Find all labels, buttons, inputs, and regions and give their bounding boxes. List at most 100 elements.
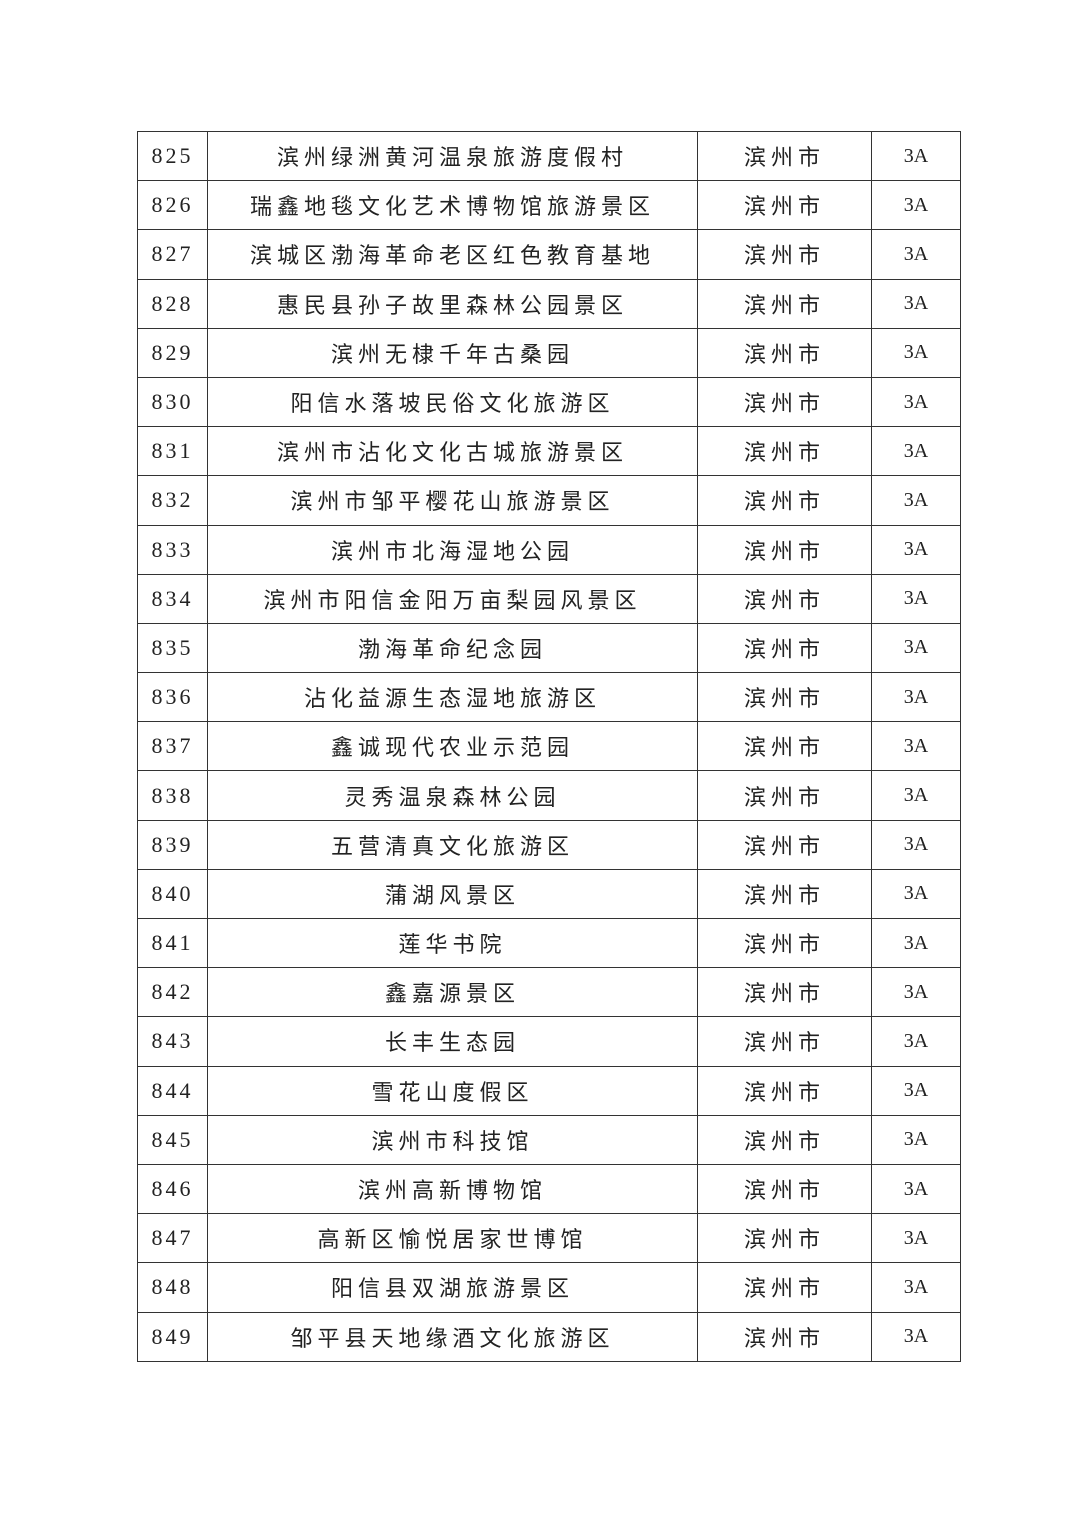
grade-level: 3A (871, 278, 961, 329)
table-row: 836 沾化益源生态湿地旅游区 滨州市 3A (137, 672, 961, 723)
table-row: 846 滨州高新博物馆 滨州市 3A (137, 1163, 961, 1215)
grade-level: 3A (871, 426, 961, 477)
row-number: 830 (137, 376, 208, 428)
table-row: 840 蒲湖风景区 滨州市 3A (137, 868, 961, 920)
table-row: 825 滨州绿洲黄河温泉旅游度假村 滨州市 3A (137, 130, 961, 182)
grade-level: 3A (871, 1114, 961, 1165)
grade-level: 3A (871, 376, 961, 428)
row-number: 833 (137, 524, 208, 575)
row-number: 848 (137, 1262, 208, 1313)
grade-level: 3A (871, 770, 961, 821)
row-number: 849 (137, 1311, 208, 1362)
city-name: 滨州市 (697, 1213, 872, 1264)
table-row: 834 滨州市阳信金阳万亩梨园风景区 滨州市 3A (137, 573, 961, 624)
scenic-area-name: 莲华书院 (207, 917, 698, 969)
row-number: 834 (137, 573, 208, 624)
grade-level: 3A (871, 1163, 961, 1215)
row-number: 828 (137, 278, 208, 329)
city-name: 滨州市 (697, 229, 872, 280)
row-number: 839 (137, 819, 208, 870)
scenic-area-name: 鑫嘉源景区 (207, 967, 698, 1018)
table-row: 831 滨州市沾化文化古城旅游景区 滨州市 3A (137, 426, 961, 477)
row-number: 845 (137, 1114, 208, 1165)
scenic-area-name: 雪花山度假区 (207, 1065, 698, 1116)
grade-level: 3A (871, 967, 961, 1018)
scenic-area-name: 阳信水落坡民俗文化旅游区 (207, 376, 698, 428)
grade-level: 3A (871, 180, 961, 231)
city-name: 滨州市 (697, 426, 872, 477)
city-name: 滨州市 (697, 376, 872, 428)
grade-level: 3A (871, 475, 961, 526)
city-name: 滨州市 (697, 475, 872, 526)
grade-level: 3A (871, 130, 961, 182)
row-number: 841 (137, 917, 208, 969)
city-name: 滨州市 (697, 1065, 872, 1116)
row-number: 825 (137, 130, 208, 182)
scenic-area-name: 滨州市北海湿地公园 (207, 524, 698, 575)
row-number: 829 (137, 327, 208, 378)
city-name: 滨州市 (697, 1262, 872, 1313)
scenic-area-name: 长丰生态园 (207, 1016, 698, 1067)
city-name: 滨州市 (697, 819, 872, 870)
table-row: 837 鑫诚现代农业示范园 滨州市 3A (137, 721, 961, 772)
row-number: 836 (137, 672, 208, 723)
grade-level: 3A (871, 1065, 961, 1116)
scenic-area-name: 滨州市科技馆 (207, 1114, 698, 1165)
scenic-area-name: 滨州无棣千年古桑园 (207, 327, 698, 378)
scenic-area-name: 五营清真文化旅游区 (207, 819, 698, 870)
row-number: 840 (137, 868, 208, 920)
scenic-area-name: 高新区愉悦居家世博馆 (207, 1213, 698, 1264)
city-name: 滨州市 (697, 573, 872, 624)
table-row: 826 瑞鑫地毯文化艺术博物馆旅游景区 滨州市 3A (137, 180, 961, 231)
scenic-area-name: 惠民县孙子故里森林公园景区 (207, 278, 698, 329)
scenic-area-name: 灵秀温泉森林公园 (207, 770, 698, 821)
row-number: 838 (137, 770, 208, 821)
table-row: 828 惠民县孙子故里森林公园景区 滨州市 3A (137, 278, 961, 329)
table-row: 844 雪花山度假区 滨州市 3A (137, 1065, 961, 1116)
grade-level: 3A (871, 1262, 961, 1313)
scenic-area-name: 渤海革命纪念园 (207, 622, 698, 674)
row-number: 832 (137, 475, 208, 526)
table-row: 845 滨州市科技馆 滨州市 3A (137, 1114, 961, 1165)
scenic-area-name: 滨州市阳信金阳万亩梨园风景区 (207, 573, 698, 624)
city-name: 滨州市 (697, 524, 872, 575)
grade-level: 3A (871, 327, 961, 378)
table-row: 848 阳信县双湖旅游景区 滨州市 3A (137, 1262, 961, 1313)
scenic-area-name: 滨州高新博物馆 (207, 1163, 698, 1215)
scenic-area-name: 蒲湖风景区 (207, 868, 698, 920)
scenic-area-name: 鑫诚现代农业示范园 (207, 721, 698, 772)
scenic-area-name: 滨州市邹平樱花山旅游景区 (207, 475, 698, 526)
grade-level: 3A (871, 524, 961, 575)
table-row: 832 滨州市邹平樱花山旅游景区 滨州市 3A (137, 475, 961, 526)
city-name: 滨州市 (697, 721, 872, 772)
scenic-area-name: 瑞鑫地毯文化艺术博物馆旅游景区 (207, 180, 698, 231)
city-name: 滨州市 (697, 327, 872, 378)
table-row: 835 渤海革命纪念园 滨州市 3A (137, 622, 961, 674)
table-row: 843 长丰生态园 滨州市 3A (137, 1016, 961, 1067)
grade-level: 3A (871, 1311, 961, 1362)
grade-level: 3A (871, 622, 961, 674)
row-number: 835 (137, 622, 208, 674)
table-row: 842 鑫嘉源景区 滨州市 3A (137, 967, 961, 1018)
table-row: 849 邹平县天地缘酒文化旅游区 滨州市 3A (137, 1311, 961, 1362)
grade-level: 3A (871, 229, 961, 280)
scenic-area-name: 滨州市沾化文化古城旅游景区 (207, 426, 698, 477)
city-name: 滨州市 (697, 1114, 872, 1165)
table-row: 827 滨城区渤海革命老区红色教育基地 滨州市 3A (137, 229, 961, 280)
scenic-area-name: 邹平县天地缘酒文化旅游区 (207, 1311, 698, 1362)
grade-level: 3A (871, 721, 961, 772)
city-name: 滨州市 (697, 130, 872, 182)
row-number: 847 (137, 1213, 208, 1264)
row-number: 837 (137, 721, 208, 772)
scenic-area-name: 滨城区渤海革命老区红色教育基地 (207, 229, 698, 280)
grade-level: 3A (871, 868, 961, 920)
city-name: 滨州市 (697, 622, 872, 674)
grade-level: 3A (871, 1016, 961, 1067)
scenic-area-name: 阳信县双湖旅游景区 (207, 1262, 698, 1313)
table-row: 833 滨州市北海湿地公园 滨州市 3A (137, 524, 961, 575)
grade-level: 3A (871, 819, 961, 870)
city-name: 滨州市 (697, 180, 872, 231)
row-number: 844 (137, 1065, 208, 1116)
row-number: 827 (137, 229, 208, 280)
table-row: 829 滨州无棣千年古桑园 滨州市 3A (137, 327, 961, 378)
